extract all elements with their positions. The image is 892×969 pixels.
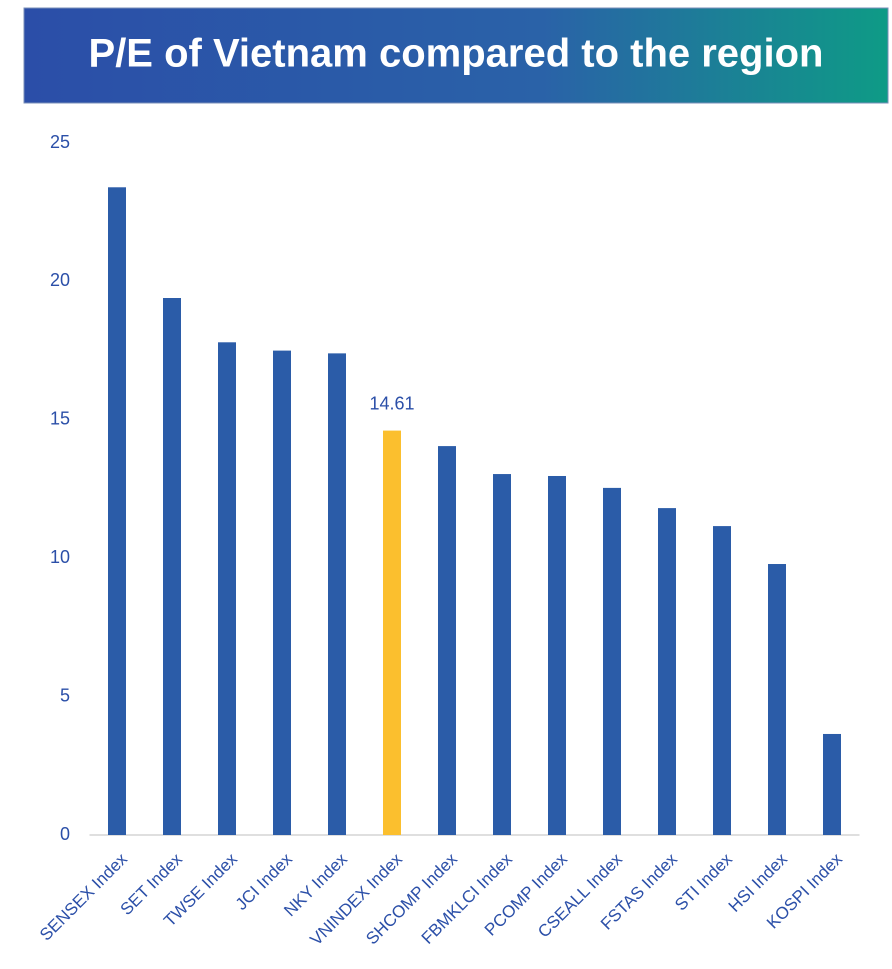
y-tick-label: 10 bbox=[50, 547, 70, 567]
x-tick-label: VNINDEX Index bbox=[306, 849, 406, 949]
y-tick-label: 15 bbox=[50, 409, 70, 429]
data-label: 14.61 bbox=[369, 393, 414, 413]
bar bbox=[328, 353, 346, 835]
y-tick-label: 0 bbox=[60, 824, 70, 844]
bar bbox=[658, 508, 676, 835]
bar bbox=[548, 475, 566, 835]
y-tick-label: 5 bbox=[60, 685, 70, 705]
title-banner bbox=[23, 7, 889, 104]
bar bbox=[163, 298, 181, 835]
chart-title: P/E of Vietnam compared to the region bbox=[89, 32, 824, 76]
bar bbox=[218, 342, 236, 835]
bar bbox=[603, 487, 621, 835]
bar bbox=[713, 526, 731, 835]
x-tick-label: SENSEX Index bbox=[36, 849, 131, 944]
bar bbox=[823, 733, 841, 835]
bar bbox=[493, 474, 511, 835]
bar bbox=[768, 564, 786, 835]
y-tick-label: 20 bbox=[50, 270, 70, 290]
bar bbox=[108, 187, 126, 836]
bar bbox=[438, 446, 456, 835]
bar bbox=[273, 350, 291, 835]
bar bbox=[383, 430, 401, 835]
y-tick-label: 25 bbox=[50, 132, 70, 152]
